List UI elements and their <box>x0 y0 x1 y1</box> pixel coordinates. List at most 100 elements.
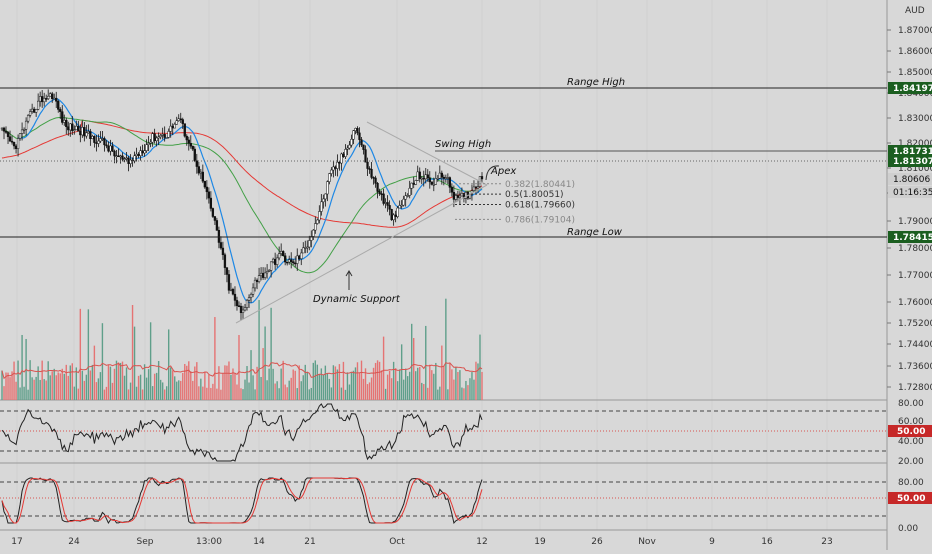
candle-body <box>374 177 377 184</box>
volume-bar <box>244 379 246 400</box>
candle-body <box>209 197 213 209</box>
volume-bar <box>411 323 413 400</box>
volume-bars <box>1 298 483 400</box>
candle-body <box>117 155 120 157</box>
candle-body <box>382 193 385 204</box>
candle-body <box>386 202 389 206</box>
volume-bar <box>69 365 71 400</box>
volume-bar <box>318 374 321 400</box>
volume-bar <box>135 386 138 400</box>
candle-body <box>239 305 243 314</box>
candle-body <box>392 214 395 221</box>
candle-body <box>420 177 423 180</box>
candle-body <box>378 191 381 194</box>
volume-bar <box>75 367 78 400</box>
price-badge <box>888 155 932 167</box>
volume-bar <box>163 389 166 400</box>
candle-body <box>348 144 351 149</box>
candle-body <box>155 137 158 142</box>
y-tick-label: 1.74400 <box>898 340 932 350</box>
price-badge-label: 01:16:35 <box>893 188 932 198</box>
rsi-badge <box>888 425 932 437</box>
volume-bar <box>346 372 349 400</box>
volume-bar <box>93 345 96 400</box>
candle-body <box>51 93 54 99</box>
candle-body <box>107 145 110 152</box>
volume-bar <box>228 361 230 400</box>
candle-body <box>247 297 251 301</box>
volume-bar <box>83 380 86 400</box>
candle-body <box>2 127 6 132</box>
candle-body <box>404 195 407 200</box>
volume-bar <box>465 380 467 400</box>
volume-bar <box>176 381 178 400</box>
candle-body <box>187 139 190 144</box>
volume-bar <box>248 382 250 400</box>
candle-body <box>139 150 142 156</box>
volume-bar <box>7 372 9 400</box>
volume-bar <box>423 384 425 400</box>
candle-body <box>298 255 301 259</box>
volume-bar <box>182 372 184 400</box>
volume-bar <box>139 374 142 400</box>
stochastic-panel <box>0 477 887 525</box>
candle-body <box>219 242 223 249</box>
candle-body <box>314 223 317 231</box>
volume-bar <box>380 370 383 400</box>
candle-body <box>73 129 76 131</box>
volume-bar <box>441 345 443 400</box>
candle-body <box>103 138 106 146</box>
volume-bar <box>81 370 84 400</box>
volume-bar <box>35 376 37 400</box>
volume-bar <box>41 360 43 400</box>
swing-high-label: Swing High <box>435 139 491 150</box>
y-tick-label: 1.87000 <box>898 26 932 36</box>
volume-bar <box>196 362 198 400</box>
candle-body <box>101 138 104 140</box>
candle-body <box>69 123 72 131</box>
candle-body <box>195 160 198 167</box>
volume-bar <box>433 373 435 400</box>
volume-bar <box>328 378 331 400</box>
candle-body <box>89 131 92 139</box>
candle-body <box>61 111 64 123</box>
candle-body <box>159 135 162 138</box>
candle-body <box>83 127 86 137</box>
volume-bar <box>278 388 280 400</box>
candle-body <box>49 93 52 97</box>
volume-bar <box>194 366 196 400</box>
y-tick-label: 1.85000 <box>898 68 932 78</box>
volume-bar <box>398 369 401 400</box>
candle-body <box>191 145 194 150</box>
y-tick-label: 1.77000 <box>898 271 932 281</box>
volume-bar <box>155 372 158 400</box>
volume-bar <box>260 376 262 400</box>
volume-bar <box>368 382 371 400</box>
candle-body <box>476 186 480 189</box>
candle-body <box>316 219 319 224</box>
y-tick-label: 1.75200 <box>898 319 932 329</box>
time-axis: 17 24 Sep 13:00 14 21 Oct 12 19 26 Nov 9 16 23 <box>11 537 832 547</box>
volume-bar <box>402 379 405 400</box>
candle-body <box>217 230 221 243</box>
candle-body <box>292 261 295 264</box>
volume-bar <box>99 372 102 400</box>
candle-body <box>225 267 229 275</box>
volume-bar <box>392 361 395 400</box>
candle-body <box>342 153 345 157</box>
apex-arrow <box>485 165 500 181</box>
volume-bar <box>11 371 13 400</box>
candle-body <box>135 153 138 157</box>
volume-bar <box>153 373 156 400</box>
candle-body <box>450 187 454 193</box>
volume-bar <box>141 389 144 400</box>
volume-bar <box>192 380 194 400</box>
volume-bar <box>216 388 218 400</box>
volume-bar <box>129 382 132 400</box>
candle-body <box>288 259 291 263</box>
volume-bar <box>1 370 3 400</box>
volume-bar <box>109 366 112 400</box>
volume-bar <box>396 381 399 400</box>
candle-body <box>157 136 160 139</box>
volume-bar <box>340 387 343 400</box>
